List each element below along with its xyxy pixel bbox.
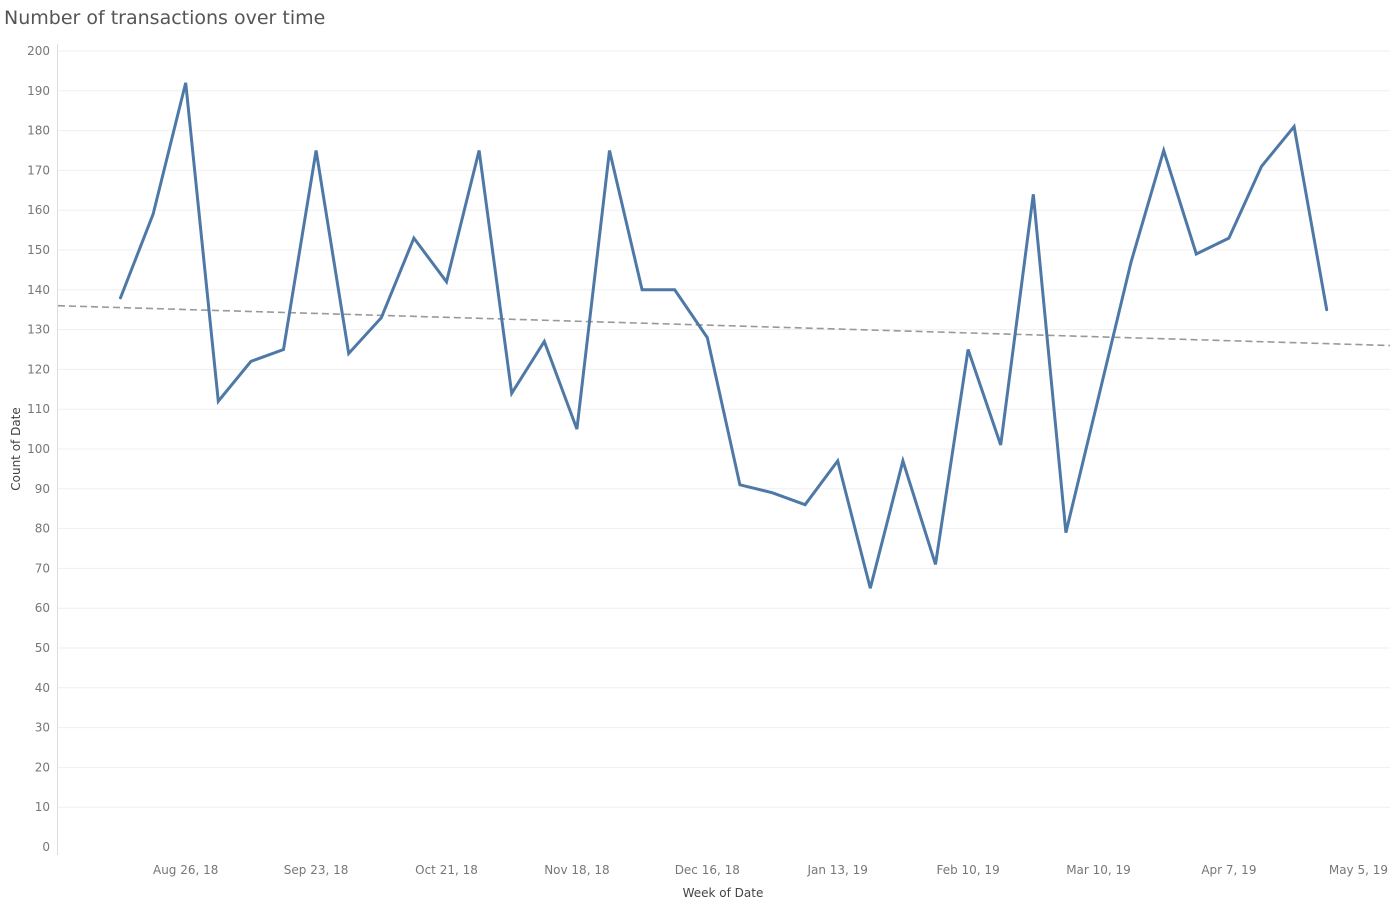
data-point[interactable] (182, 79, 190, 87)
y-tick-label: 90 (35, 482, 50, 496)
y-tick-label: 40 (35, 681, 50, 695)
data-point[interactable] (834, 457, 842, 465)
data-point[interactable] (671, 286, 679, 294)
trend-line (57, 304, 1390, 347)
series-line (119, 82, 1329, 589)
data-point[interactable] (1258, 162, 1266, 170)
x-tick-label: Dec 16, 18 (675, 863, 740, 877)
data-point[interactable] (964, 346, 972, 354)
x-tick-label: Nov 18, 18 (544, 863, 609, 877)
y-tick-label: 180 (27, 124, 50, 138)
y-tick-label: 140 (27, 283, 50, 297)
y-tick-label: 30 (35, 721, 50, 735)
data-point[interactable] (280, 346, 288, 354)
data-point[interactable] (1095, 393, 1103, 401)
y-axis-title: Count of Date (9, 407, 23, 491)
data-point[interactable] (117, 294, 125, 302)
x-tick-label: Apr 7, 19 (1201, 863, 1256, 877)
x-tick-label: Sep 23, 18 (284, 863, 349, 877)
y-tick-label: 80 (35, 522, 50, 536)
chart-title: Number of transactions over time (4, 7, 326, 29)
x-tick-label: Jan 13, 19 (806, 863, 867, 877)
y-tick-label: 120 (27, 362, 50, 376)
x-tick-label: Mar 10, 19 (1066, 863, 1131, 877)
data-point[interactable] (638, 286, 646, 294)
series-group (117, 79, 1331, 592)
data-point[interactable] (1029, 190, 1037, 198)
data-point[interactable] (312, 147, 320, 155)
data-point[interactable] (1225, 234, 1233, 242)
data-point[interactable] (769, 489, 777, 497)
data-point[interactable] (540, 338, 548, 346)
data-point[interactable] (997, 441, 1005, 449)
x-axis-title: Week of Date (683, 886, 764, 900)
data-point[interactable] (1290, 123, 1298, 131)
data-point[interactable] (1127, 258, 1135, 266)
y-tick-label: 50 (35, 641, 50, 655)
x-tick-label: Oct 21, 18 (415, 863, 478, 877)
data-point[interactable] (149, 210, 157, 218)
y-tick-label: 0 (42, 840, 50, 854)
data-point[interactable] (1192, 250, 1200, 258)
y-tick-label: 100 (27, 442, 50, 456)
data-point[interactable] (573, 425, 581, 433)
y-tick-label: 160 (27, 203, 50, 217)
y-tick-label: 170 (27, 163, 50, 177)
y-tick-label: 70 (35, 561, 50, 575)
data-point[interactable] (410, 234, 418, 242)
data-point[interactable] (932, 560, 940, 568)
data-point[interactable] (345, 349, 353, 357)
y-tick-label: 190 (27, 84, 50, 98)
data-point[interactable] (377, 314, 385, 322)
y-tick-label: 150 (27, 243, 50, 257)
data-point[interactable] (1323, 306, 1331, 314)
y-tick-label: 110 (27, 402, 50, 416)
y-tick-label: 10 (35, 800, 50, 814)
data-point[interactable] (1160, 147, 1168, 155)
x-tick-label: May 5, 19 (1329, 863, 1388, 877)
x-axis-ticks: Aug 26, 18 Sep 23, 18 Oct 21, 18 Nov 18, 18… (153, 863, 1388, 877)
data-point[interactable] (475, 147, 483, 155)
y-tick-label: 200 (27, 44, 50, 58)
data-point[interactable] (866, 584, 874, 592)
data-point[interactable] (606, 147, 614, 155)
data-point[interactable] (801, 501, 809, 509)
y-axis-ticks: 0 10 20 30 40 50 60 70 80 90 100 110 120 130 140 150 160… (27, 44, 50, 854)
data-point[interactable] (443, 278, 451, 286)
y-tick-label: 60 (35, 601, 50, 615)
data-point[interactable] (899, 457, 907, 465)
gridlines (58, 50, 1390, 808)
data-point[interactable] (736, 481, 744, 489)
data-point[interactable] (214, 397, 222, 405)
y-tick-label: 130 (27, 323, 50, 337)
data-point[interactable] (1062, 529, 1070, 537)
data-point[interactable] (703, 334, 711, 342)
x-tick-label: Feb 10, 19 (936, 863, 999, 877)
data-point[interactable] (247, 357, 255, 365)
x-tick-label: Aug 26, 18 (153, 863, 218, 877)
trend-line-group (57, 304, 1390, 347)
data-point[interactable] (508, 389, 516, 397)
y-tick-label: 20 (35, 760, 50, 774)
